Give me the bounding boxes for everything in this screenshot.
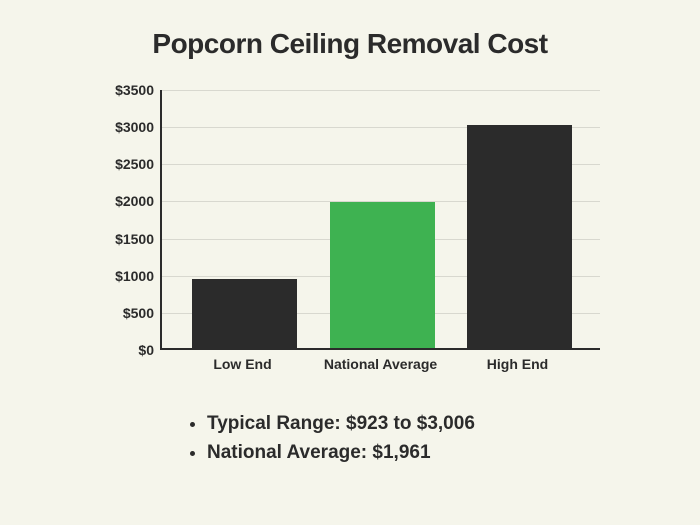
x-axis-label: High End (450, 356, 585, 372)
y-axis-label: $1000 (84, 268, 154, 284)
bar (467, 125, 572, 348)
chart-title: Popcorn Ceiling Removal Cost (0, 0, 700, 60)
chart-plot (160, 90, 600, 350)
footer-notes: Typical Range: $923 to $3,006 National A… (185, 410, 475, 467)
bar (330, 202, 435, 348)
y-axis-label: $3000 (84, 119, 154, 135)
footer-line-1: Typical Range: $923 to $3,006 (207, 410, 475, 439)
footer-line-2: National Average: $1,961 (207, 439, 475, 468)
y-axis-label: $3500 (84, 82, 154, 98)
bar (192, 279, 297, 348)
chart-area: $0$500$1000$1500$2000$2500$3000$3500 Low… (100, 90, 600, 370)
y-axis-label: $2000 (84, 193, 154, 209)
x-axis-label: Low End (175, 356, 310, 372)
y-axis-label: $500 (84, 305, 154, 321)
y-axis-label: $1500 (84, 231, 154, 247)
y-axis-label: $0 (84, 342, 154, 358)
grid-line (162, 90, 600, 91)
y-axis-label: $2500 (84, 156, 154, 172)
x-axis-label: National Average (313, 356, 448, 372)
